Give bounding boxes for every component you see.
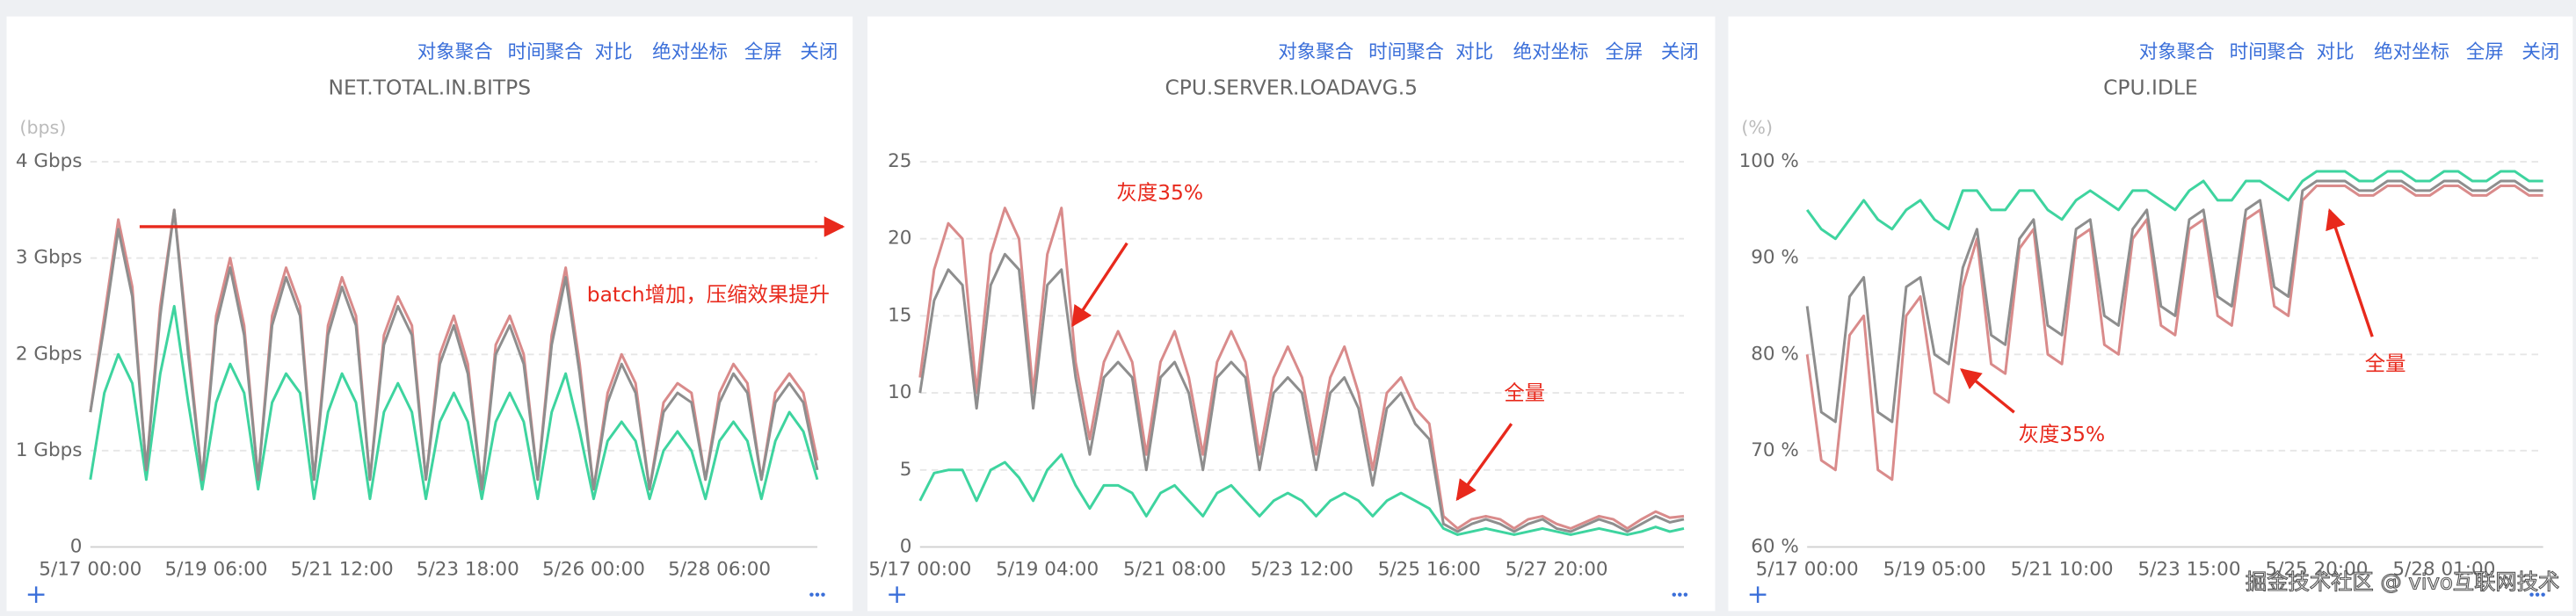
annotation: 全量 (1504, 380, 1545, 405)
y-tick-label: 60 % (1751, 535, 1799, 557)
x-tick-label: 5/21 12:00 (291, 559, 394, 581)
panel (1728, 16, 2573, 612)
more-icon[interactable] (1678, 592, 1682, 597)
chart-title: CPU.SERVER.LOADAVG.5 (1165, 75, 1418, 99)
more-icon[interactable] (2529, 592, 2534, 597)
annotation-arrow (1455, 423, 1513, 502)
y-tick-label: 25 (888, 150, 911, 172)
x-tick-label: 5/28 01:00 (2392, 559, 2495, 581)
x-tick-label: 5/21 08:00 (1123, 559, 1226, 581)
toolbar-button[interactable]: 绝对坐标 (2374, 41, 2449, 63)
x-tick-label: 5/17 00:00 (868, 559, 971, 581)
toolbar-button[interactable]: 全屏 (2466, 41, 2504, 63)
more-icon[interactable] (2535, 592, 2540, 597)
x-tick-label: 5/23 12:00 (1251, 559, 1353, 581)
more-icon[interactable] (809, 592, 814, 597)
toolbar-button[interactable]: 全屏 (744, 41, 782, 63)
charts: 对象聚合 时间聚合 对比 绝对坐标 全屏 关闭NET.TOTAL.IN.BITPS(bps… (16, 41, 2559, 604)
annotation-arrow (1960, 368, 2015, 414)
x-tick-label: 5/28 06:00 (668, 559, 771, 581)
toolbar-button[interactable]: 时间聚合 (508, 41, 584, 63)
toolbar-button[interactable]: 对象聚合 (2139, 41, 2215, 63)
y-tick-label: 1 Gbps (16, 439, 83, 461)
y-tick-label: 4 Gbps (16, 150, 83, 172)
toolbar-button[interactable]: 时间聚合 (2230, 41, 2305, 63)
x-tick-label: 5/23 18:00 (417, 559, 519, 581)
x-tick-label: 5/26 00:00 (542, 559, 645, 581)
unit-label: (bps) (19, 117, 66, 138)
series-line (918, 252, 1685, 533)
series-line (918, 207, 1685, 530)
series-line (918, 453, 1685, 536)
toolbar-button[interactable]: 关闭 (2522, 41, 2559, 63)
y-tick-label: 2 Gbps (16, 343, 83, 365)
toolbar-button[interactable]: 对象聚合 (1278, 41, 1353, 63)
annotation: 灰度35% (1116, 180, 1203, 205)
more-icon[interactable] (1683, 592, 1688, 597)
annotation: batch增加，压缩效果提升 (587, 282, 830, 307)
toolbar-button[interactable]: 对比 (1455, 41, 1493, 63)
unit-label: (%) (1741, 117, 1773, 138)
panel (867, 16, 1716, 612)
y-tick-label: 5 (900, 459, 912, 481)
y-tick-label: 20 (888, 228, 911, 250)
x-tick-label: 5/17 00:00 (1756, 559, 1859, 581)
toolbar-button[interactable]: 对比 (2317, 41, 2355, 63)
y-tick-label: 70 % (1751, 439, 1799, 461)
series-line (89, 208, 819, 491)
x-tick-label: 5/25 16:00 (1378, 559, 1481, 581)
y-tick-label: 100 % (1739, 150, 1799, 172)
toolbar-button[interactable]: 对比 (595, 41, 633, 63)
toolbar-button[interactable]: 绝对坐标 (1513, 41, 1589, 63)
y-tick-label: 90 % (1751, 247, 1799, 269)
x-tick-label: 5/19 04:00 (996, 559, 1099, 581)
x-tick-label: 5/19 05:00 (1883, 559, 1986, 581)
move-icon[interactable] (27, 586, 45, 604)
series-line (1805, 184, 2543, 482)
move-icon[interactable] (889, 586, 905, 604)
x-tick-label: 5/21 10:00 (2011, 559, 2114, 581)
panel (6, 16, 853, 612)
more-icon[interactable] (821, 592, 825, 597)
series-line (89, 304, 819, 501)
toolbar-button[interactable]: 绝对坐标 (652, 41, 728, 63)
toolbar-button[interactable]: 对象聚合 (417, 41, 493, 63)
annotation-arrow (1071, 242, 1128, 328)
toolbar-button[interactable]: 时间聚合 (1368, 41, 1444, 63)
chart-title: CPU.IDLE (2103, 75, 2198, 99)
annotation: 全量 (2365, 351, 2406, 375)
x-tick-label: 5/17 00:00 (39, 559, 141, 581)
x-tick-label: 5/19 06:00 (164, 559, 267, 581)
toolbar-button[interactable]: 关闭 (800, 41, 838, 63)
y-tick-label: 10 (888, 381, 911, 403)
more-icon[interactable] (1672, 592, 1677, 597)
toolbar-button[interactable]: 关闭 (1661, 41, 1699, 63)
y-tick-label: 3 Gbps (16, 247, 83, 269)
y-tick-label: 0 (900, 535, 912, 557)
chart-title: NET.TOTAL.IN.BITPS (329, 75, 532, 99)
toolbar-button[interactable]: 全屏 (1605, 41, 1643, 63)
series-line (1805, 170, 2543, 241)
move-icon[interactable] (1749, 586, 1767, 604)
more-icon[interactable] (2541, 592, 2545, 597)
watermark: 掘金技术社区 @ vivo互联网技术 (2246, 569, 2559, 595)
annotation: 灰度35% (2019, 422, 2106, 446)
x-tick-label: 5/25 20:00 (2265, 559, 2368, 581)
more-icon[interactable] (815, 592, 820, 597)
y-tick-label: 15 (888, 304, 911, 326)
y-tick-label: 80 % (1751, 343, 1799, 365)
x-tick-label: 5/27 20:00 (1506, 559, 1608, 581)
y-tick-label: 0 (70, 535, 83, 557)
annotation-arrow (2326, 208, 2374, 337)
x-tick-label: 5/23 15:00 (2138, 559, 2241, 581)
series-line (1805, 179, 2543, 424)
